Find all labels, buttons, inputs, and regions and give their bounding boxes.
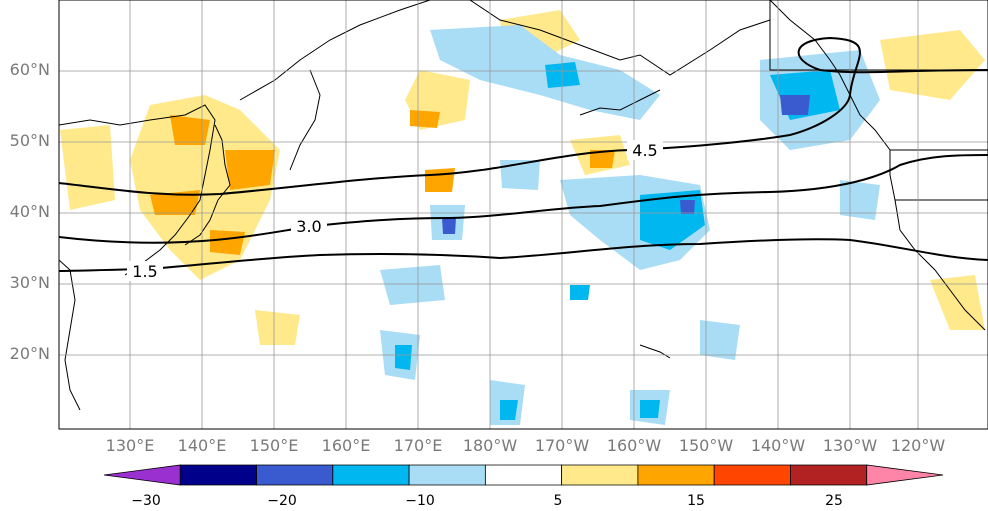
positive-anomaly-shading	[60, 10, 985, 345]
lon-label-160w: 160°W	[606, 436, 662, 455]
lon-label-140w: 140°W	[750, 436, 806, 455]
lon-label-170w: 170°W	[534, 436, 590, 455]
colorbar-segment	[332, 464, 410, 486]
lat-label-20n: 20°N	[9, 344, 50, 363]
lon-label-130w: 130°W	[822, 436, 878, 455]
colorbar-segment	[103, 464, 181, 486]
lon-label-120w: 120°W	[890, 436, 946, 455]
colorbar-tick-5: 5	[553, 493, 563, 509]
colorbar	[103, 464, 944, 486]
colorbar-segment	[866, 464, 944, 486]
contour-label-1-5: 1.5	[132, 262, 157, 281]
colorbar-segment	[484, 464, 563, 486]
lat-label-50n: 50°N	[9, 131, 50, 150]
contour-label-4-5: 4.5	[632, 141, 657, 160]
colorbar-segment	[790, 464, 868, 486]
colorbar-segment	[408, 464, 486, 486]
lon-label-170e: 170°E	[393, 436, 443, 455]
map-frame	[58, 0, 988, 430]
colorbar-segment	[256, 464, 334, 486]
lon-label-130e: 130°E	[105, 436, 155, 455]
colorbar-tick-15: 15	[687, 493, 705, 509]
lat-label-40n: 40°N	[9, 202, 50, 221]
contour-lines	[59, 36, 988, 272]
lon-label-150e: 150°E	[249, 436, 299, 455]
lon-label-140e: 140°E	[177, 436, 227, 455]
lon-label-160e: 160°E	[321, 436, 371, 455]
colorbar-segment	[179, 464, 257, 486]
colorbar-segment	[561, 464, 639, 486]
contour-label-group: 4.5 3.0 1.5	[127, 140, 663, 281]
colorbar-tick-neg20: −20	[267, 493, 297, 509]
lon-label-180w: 180°W	[462, 436, 518, 455]
colorbar-segment	[637, 464, 715, 486]
colorbar-tick-neg30: −30	[131, 493, 161, 509]
colorbar-segment	[713, 464, 791, 486]
colorbar-tick-neg10: −10	[405, 493, 435, 509]
lon-label-150w: 150°W	[678, 436, 734, 455]
colorbar-tick-25: 25	[825, 493, 843, 509]
lat-label-30n: 30°N	[9, 273, 50, 292]
lat-label-60n: 60°N	[9, 60, 50, 79]
contour-label-3-0: 3.0	[296, 217, 321, 236]
